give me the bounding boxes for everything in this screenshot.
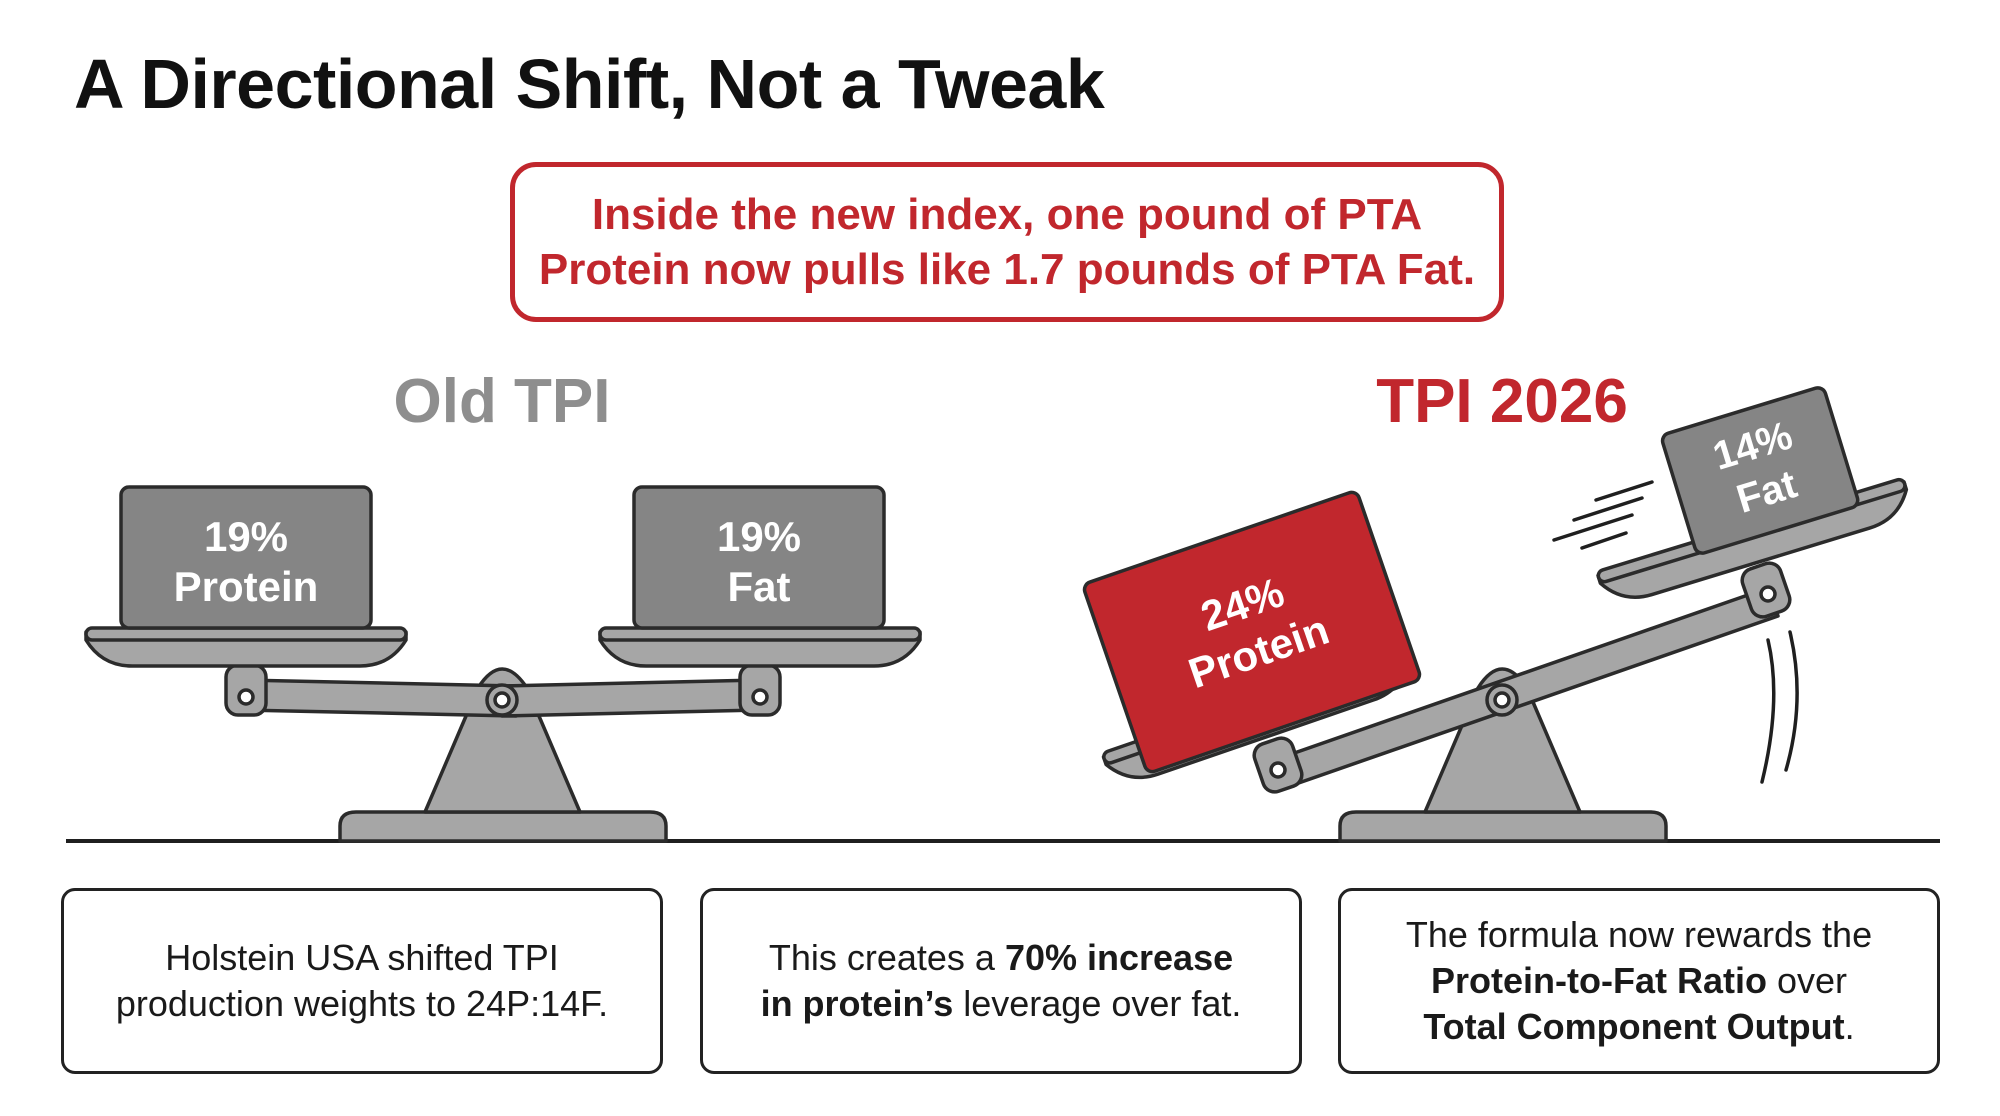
info-box-3-line-2: Protein-to-Fat Ratio over — [1431, 958, 1847, 1004]
info-box-leverage: This creates a 70% increase in protein’s… — [700, 888, 1302, 1074]
info-box-2-highlight-a: 70% increase — [1004, 937, 1234, 978]
tpi-2026-scale — [1082, 386, 1909, 843]
info-box-1-line-1: Holstein USA shifted TPI — [165, 937, 559, 978]
info-box-2-line-2: in protein’s leverage over fat. — [761, 981, 1242, 1027]
page-title: A Directional Shift, Not a Tweak — [74, 45, 1105, 123]
old-scale-beam — [243, 678, 518, 718]
old-fat-weight — [632, 485, 886, 630]
info-box-2-text-a: This creates a — [768, 937, 1005, 978]
info-box-3-text-b: . — [1844, 1006, 1855, 1047]
new-fat-weight — [1660, 386, 1860, 555]
old-fat-label: Fat — [728, 563, 791, 610]
info-box-3-text-a: over — [1766, 960, 1848, 1001]
info-box-2-highlight-b: in protein’s — [760, 983, 954, 1024]
old-scale-base — [338, 810, 668, 843]
info-box-formula: The formula now rewards the Protein-to-F… — [1338, 888, 1940, 1074]
old-tpi-scale — [84, 485, 922, 843]
new-protein-weight — [1082, 490, 1422, 774]
old-protein-percent: 19% — [204, 513, 288, 560]
old-protein-weight — [119, 485, 373, 630]
info-box-2-line-1: This creates a 70% increase — [769, 935, 1233, 981]
info-box-3-highlight-a: Protein-to-Fat Ratio — [1430, 960, 1767, 1001]
info-box-1-line-2: production weights to 24P:14F. — [115, 983, 609, 1024]
new-scale-base — [1338, 810, 1668, 843]
info-box-3-line-1: The formula now rewards the — [1405, 914, 1873, 955]
old-tpi-heading: Old TPI — [393, 367, 611, 436]
info-box-3-highlight-b: Total Component Output — [1423, 1006, 1845, 1047]
old-protein-label: Protein — [174, 563, 319, 610]
swing-arc-icon — [1760, 630, 1799, 784]
old-fat-percent: 19% — [717, 513, 801, 560]
tpi-2026-heading: TPI 2026 — [1376, 367, 1628, 436]
callout-line-2: Protein now pulls like 1.7 pounds of PTA… — [538, 245, 1476, 294]
motion-lines-icon — [1552, 480, 1654, 550]
info-box-weights: Holstein USA shifted TPI production weig… — [61, 888, 663, 1074]
info-box-2-text-b: leverage over fat. — [953, 983, 1242, 1024]
info-box-3-line-3: Total Component Output. — [1423, 1004, 1854, 1050]
callout-box: Inside the new index, one pound of PTA P… — [510, 162, 1504, 322]
callout-line-1: Inside the new index, one pound of PTA — [591, 190, 1423, 239]
